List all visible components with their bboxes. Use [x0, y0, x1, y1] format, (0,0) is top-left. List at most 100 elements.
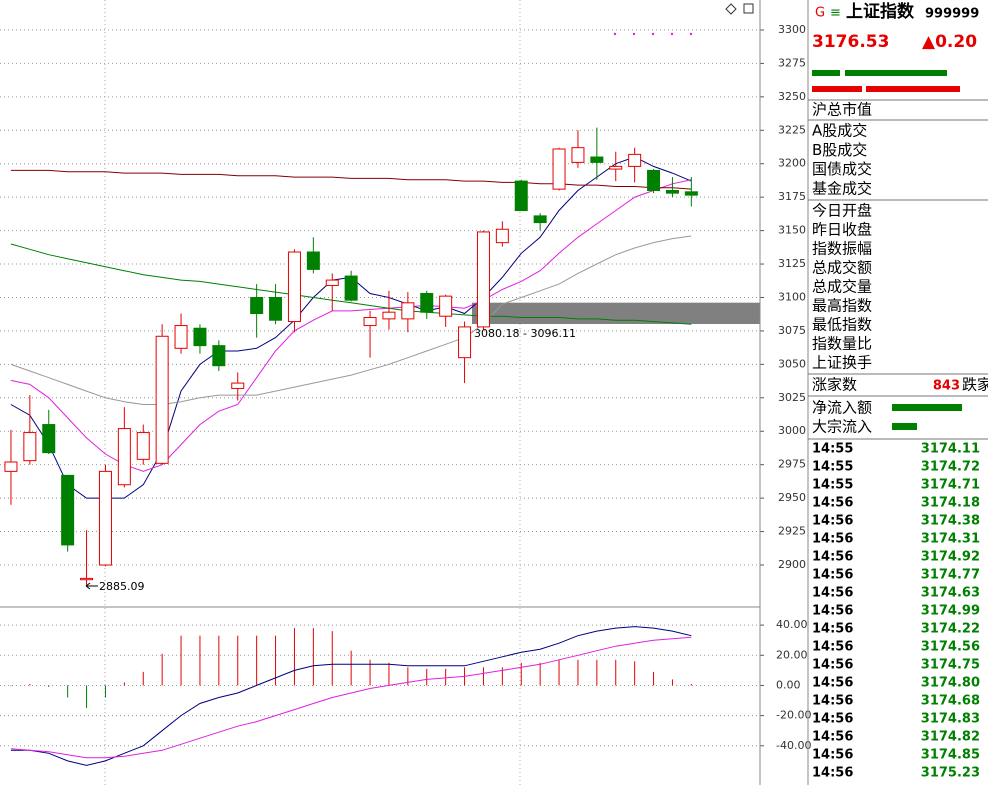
tick-price: 3174.11: [921, 442, 980, 457]
candle-body: [231, 382, 245, 389]
tick-time: 14:56: [812, 550, 853, 565]
dot: [632, 32, 636, 36]
tick-price: 3174.77: [921, 568, 980, 583]
icon-square[interactable]: [743, 3, 754, 14]
candle-body: [61, 474, 75, 546]
tick-price: 3174.83: [921, 712, 980, 727]
candle-body: [382, 311, 396, 320]
candle-body: [628, 153, 642, 167]
candle-body: [476, 231, 490, 328]
tick-time: 14:56: [812, 514, 853, 529]
zone-label: 3080.18 - 3096.11: [474, 327, 576, 340]
icon-diamond[interactable]: [725, 3, 737, 15]
tick-time: 14:56: [812, 658, 853, 673]
candle-body: [401, 302, 415, 320]
tick-price: 3174.71: [921, 478, 980, 493]
candle-body: [325, 279, 339, 286]
y-tick-label: 3000: [778, 424, 806, 437]
price-zone: [472, 302, 760, 324]
tick-time: 14:55: [812, 478, 853, 493]
field-label: 基金成交: [812, 179, 872, 197]
y-tick-label: 3225: [778, 123, 806, 136]
field-label: A股成交: [812, 122, 867, 140]
candle-body: [155, 335, 169, 464]
min-label: 2885.09: [99, 580, 145, 593]
candle-body: [23, 432, 37, 462]
tick-time: 14:56: [812, 676, 853, 691]
flow-label: 净流入额: [812, 399, 872, 417]
tick-price: 3174.80: [921, 676, 980, 691]
candle-body: [344, 275, 358, 301]
y-tick-label: -40.00: [776, 739, 811, 752]
candle-body: [439, 295, 453, 317]
candle-body: [363, 317, 377, 327]
candle-body: [420, 292, 434, 313]
index-code: 999999: [925, 7, 979, 22]
tick-price: 3174.75: [921, 658, 980, 673]
tick-time: 14:55: [812, 460, 853, 475]
y-tick-label: 3300: [778, 23, 806, 36]
flow-bar: [892, 404, 962, 411]
field-label: 总成交量: [812, 278, 872, 296]
strength-bar: [866, 86, 960, 92]
candle-body: [42, 424, 56, 454]
tick-time: 14:56: [812, 640, 853, 655]
indicator-line: [10, 169, 692, 190]
candle-body: [665, 189, 679, 194]
plot-layer: 3080.18 - 3096.11: [4, 127, 760, 766]
tick-price: 3174.31: [921, 532, 980, 547]
y-tick-label: 3275: [778, 56, 806, 69]
indicator-line: [10, 243, 692, 325]
y-tick-label: 2975: [778, 458, 806, 471]
y-tick-label: 3150: [778, 224, 806, 237]
candle-body: [4, 461, 18, 472]
y-tick-label: 3025: [778, 391, 806, 404]
candle-body: [269, 296, 283, 321]
field-label: 指数振幅: [812, 240, 872, 258]
dot: [670, 32, 674, 36]
candle-body: [136, 432, 150, 460]
field-label: 昨日收盘: [812, 221, 872, 239]
advance-label: 涨家数: [812, 376, 857, 394]
field-label: 总成交额: [812, 259, 872, 277]
candle-body: [514, 180, 528, 212]
decline-label: 跌家: [962, 376, 988, 394]
field-label: 国债成交: [812, 160, 872, 178]
indicator-line: [10, 636, 692, 759]
y-tick-label: 3250: [778, 90, 806, 103]
candle-body: [533, 215, 547, 224]
candle-body: [609, 165, 623, 170]
strength-bar: [845, 70, 947, 76]
y-tick-label: 3200: [778, 157, 806, 170]
tick-time: 14:56: [812, 694, 853, 709]
candle-body: [495, 228, 509, 244]
signal-dots: [613, 32, 693, 36]
candle-body: [212, 345, 226, 367]
tick-time: 14:56: [812, 568, 853, 583]
candle-body: [571, 147, 585, 163]
candle-body: [684, 191, 698, 196]
candle-body: [80, 577, 94, 581]
field-label: 今日开盘: [812, 202, 872, 220]
tick-list: 14:55 3174.11 14:55 3174.72 14:55 3174.71 14:5…: [812, 442, 980, 781]
field-label: 最低指数: [812, 316, 872, 334]
candle-body: [98, 470, 112, 566]
flow-label: 大宗流入: [812, 418, 872, 436]
tick-price: 3174.18: [921, 496, 980, 511]
y-tick-label: 3175: [778, 190, 806, 203]
tick-price: 3174.99: [921, 604, 980, 619]
flow-bar: [892, 423, 917, 430]
candle-body: [117, 428, 131, 486]
tick-time: 14:56: [812, 730, 853, 745]
y-tick-label: 0.00: [776, 678, 801, 691]
field-label: 最高指数: [812, 297, 872, 315]
tick-time: 14:56: [812, 496, 853, 511]
tick-price: 3174.85: [921, 748, 980, 763]
strength-bar: [812, 86, 862, 92]
candle-body: [250, 296, 264, 315]
tick-price: 3174.82: [921, 730, 980, 745]
menu-icon[interactable]: ≡: [830, 6, 841, 21]
index-name: 上证指数: [846, 1, 915, 22]
tick-time: 14:56: [812, 532, 853, 547]
